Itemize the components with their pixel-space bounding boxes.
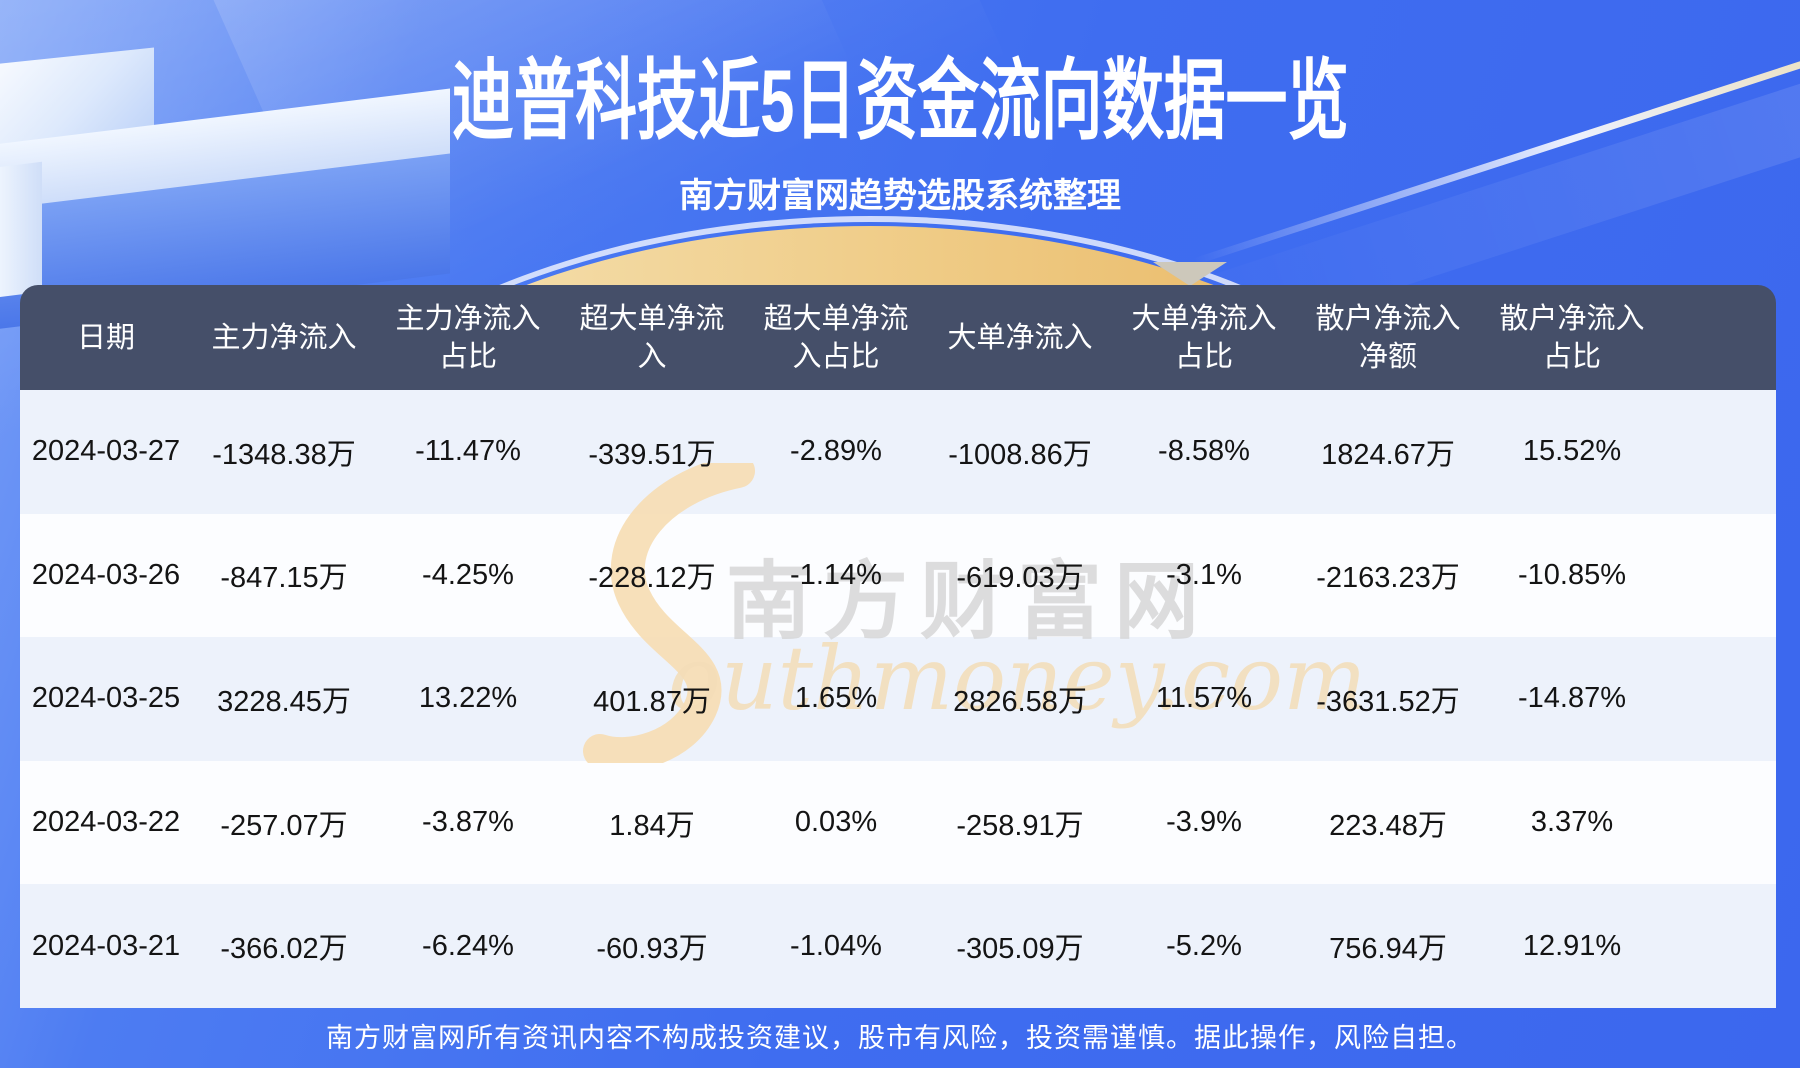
table-cell: -3631.52万 [1316, 685, 1460, 718]
table-cell: -339.51万 [588, 438, 716, 471]
table-cell: 2024-03-27 [31, 435, 181, 468]
table-cell: -1348.38万 [212, 438, 356, 471]
table-cell: 1.84万 [609, 809, 695, 842]
table-cell: -3.1% [1166, 558, 1242, 591]
table-cell: -257.07万 [220, 809, 348, 842]
column-header-main-net-inflow: 主力净流入 [211, 321, 357, 354]
table-cell: 1.65% [794, 682, 878, 715]
table-cell: -60.93万 [596, 933, 708, 966]
table-cell: -6.24% [422, 929, 514, 962]
table-cell: -1008.86万 [948, 438, 1092, 471]
table-cell: 1824.67万 [1321, 438, 1455, 471]
table-cell: -1.14% [790, 558, 882, 591]
table-cell: 756.94万 [1329, 933, 1447, 966]
table-cell: -4.25% [422, 558, 514, 591]
column-header-xl-order-net-inflow: 超大单净流 入 [579, 302, 725, 373]
page-title: 迪普科技近5日资金流向数据一览 [0, 50, 1800, 151]
table-cell: -2.89% [790, 435, 882, 468]
column-header-retail-net-inflow: 散户净流入 净额 [1315, 302, 1461, 373]
table-row: 2024-03-22 -257.07万 -3.87% 1.84万 0.03% -… [20, 760, 1776, 885]
table-cell: -10.85% [1517, 558, 1626, 591]
column-header-xl-order-net-inflow-pct: 超大单净流 入占比 [763, 302, 909, 373]
table-cell: -5.2% [1166, 929, 1242, 962]
column-header-retail-net-inflow-pct: 散户净流入 占比 [1499, 302, 1645, 373]
page-title-text: 迪普科技近5日资金流向数据一览 [451, 51, 1349, 150]
table-cell: -1.04% [790, 929, 882, 962]
page-subtitle: 南方财富网趋势选股系统整理 [679, 177, 1121, 215]
table-cell: 12.91% [1522, 929, 1622, 962]
table-row: 2024-03-21 -366.02万 -6.24% -60.93万 -1.04… [20, 884, 1776, 1008]
table-header-row: 日期 主力净流入 主力净流入 占比 超大单净流 入 超大单净流 入占比 大单净流… [20, 285, 1776, 390]
table-cell: 0.03% [794, 806, 878, 839]
table-cell: -14.87% [1517, 682, 1626, 715]
table-cell: 2024-03-22 [31, 806, 181, 839]
gold-triangle-decor [1153, 262, 1227, 286]
column-header-large-order-net-inflow: 大单净流入 [947, 321, 1093, 354]
table-cell: -847.15万 [220, 562, 348, 595]
table-cell: -258.91万 [956, 809, 1084, 842]
table-cell: 223.48万 [1329, 809, 1447, 842]
column-header-date: 日期 [76, 321, 135, 354]
table-cell: -3.87% [422, 806, 514, 839]
table-cell: -305.09万 [956, 933, 1084, 966]
table-cell: -366.02万 [220, 933, 348, 966]
table-cell: 3228.45万 [217, 685, 351, 718]
table-cell: 2024-03-26 [31, 558, 181, 591]
fund-flow-table: 南方财富网 outhmoney.com 日期 主力净流入 主力净流入 占比 超大… [20, 285, 1776, 1008]
disclaimer-text: 南方财富网所有资讯内容不构成投资建议，股市有风险，投资需谨慎。据此操作，风险自担… [326, 1023, 1474, 1053]
table-cell: 2024-03-25 [31, 682, 181, 715]
table-cell: 2024-03-21 [31, 929, 181, 962]
column-header-large-order-net-inflow-pct: 大单净流入 占比 [1131, 302, 1277, 373]
table-cell: 13.22% [418, 682, 518, 715]
table-cell: -8.58% [1158, 435, 1250, 468]
table-cell: 11.57% [1155, 682, 1253, 715]
table-cell: 3.37% [1530, 806, 1614, 839]
table-cell: 401.87万 [593, 685, 711, 718]
table-row: 2024-03-26 -847.15万 -4.25% -228.12万 -1.1… [20, 513, 1776, 638]
table-row: 2024-03-27 -1348.38万 -11.47% -339.51万 -2… [20, 390, 1776, 514]
table-cell: -11.47% [415, 435, 521, 468]
table-cell: -3.9% [1166, 806, 1242, 839]
table-row: 2024-03-25 3228.45万 13.22% 401.87万 1.65%… [20, 637, 1776, 761]
table-cell: -2163.23万 [1316, 562, 1460, 595]
table-cell: -228.12万 [588, 562, 716, 595]
table-cell: 2826.58万 [953, 685, 1087, 718]
gold-swoosh-decor [0, 208, 1800, 286]
table-cell: 15.52% [1522, 435, 1622, 468]
column-header-main-net-inflow-pct: 主力净流入 占比 [395, 302, 541, 373]
table-body: 2024-03-27 -1348.38万 -11.47% -339.51万 -2… [20, 390, 1776, 1008]
table-cell: -619.03万 [956, 562, 1084, 595]
